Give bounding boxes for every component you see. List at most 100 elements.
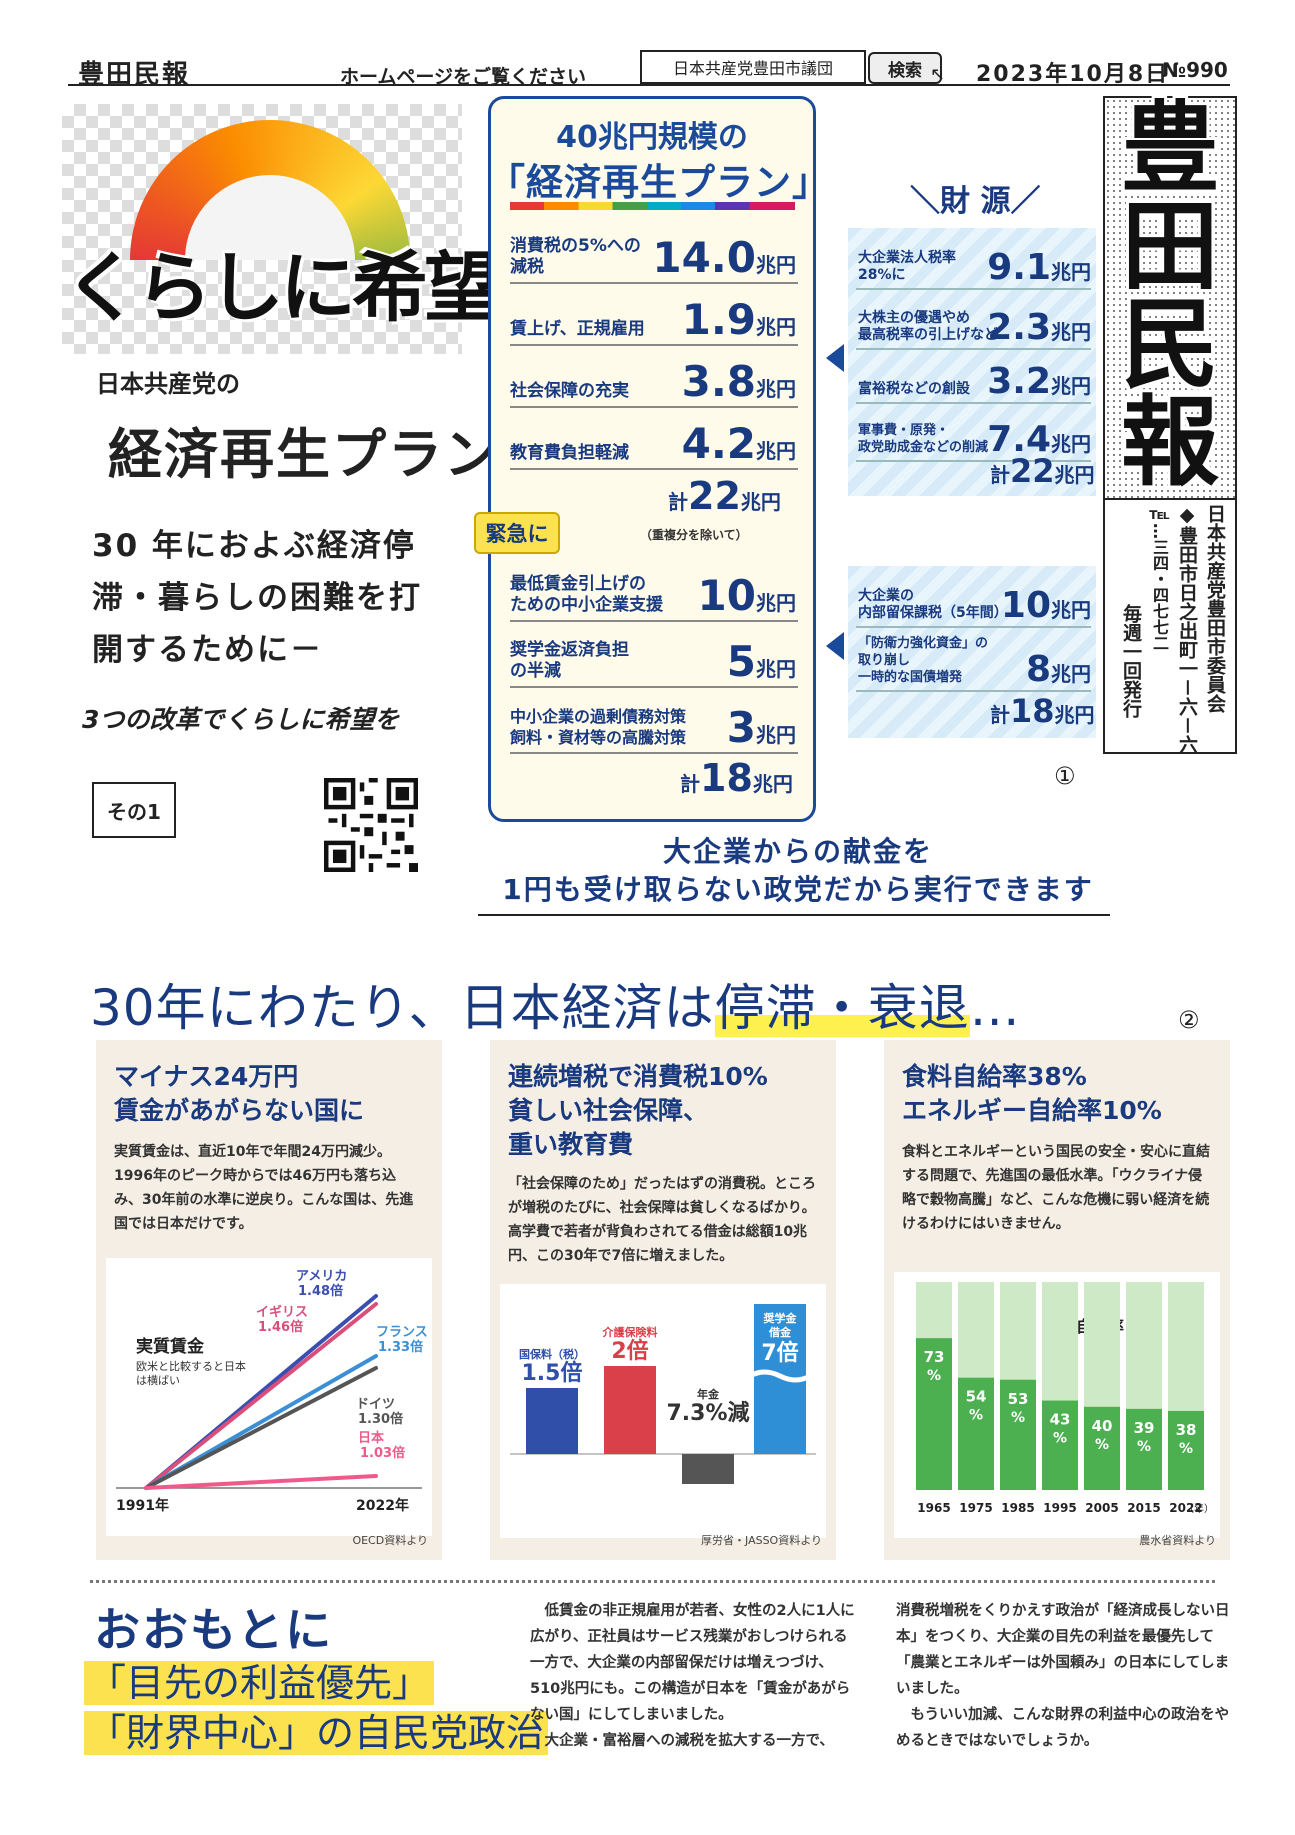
plan-panel-subtitle: 「経済再生プラン」 (488, 161, 830, 204)
x-tick-label: 2015 (1127, 1501, 1160, 1515)
funding-item-label: 大株主の優遇やめ 最高税率の引上げなど (858, 310, 998, 343)
plan-item-amount: 4.2兆円 (681, 419, 796, 468)
card-title: マイナス24万円 賃金があがらない国に (114, 1062, 365, 1125)
masthead-info-line: ◆豊田市日之出町一－六－六 (1176, 504, 1198, 755)
plan-item: 社会保障の充実 3.8兆円 (510, 348, 798, 408)
x-tick-label: 2022 (1169, 1501, 1202, 1515)
search-box[interactable]: 日本共産党豊田市議団 (640, 50, 866, 84)
card-source: OECD資料より (352, 1534, 428, 1547)
bar-4 (1084, 1406, 1120, 1490)
issue-number: №990 (1162, 58, 1228, 82)
card-source: 厚労省・JASSO資料より (701, 1534, 822, 1547)
card-text: 「社会保障のため」だったはずの消費税。ところが増税のたびに、社会保障は貧しくなる… (508, 1176, 816, 1264)
party-name: 日本共産党の (96, 370, 240, 398)
section-marker: ② (1178, 1006, 1200, 1034)
x-tick-label: 1995 (1043, 1501, 1076, 1515)
tagline: 大企業からの献金を (662, 835, 933, 868)
plan-total-note: （重複分を除いて） (640, 528, 748, 542)
value-label: 43 (1050, 1411, 1071, 1429)
masthead-char: 田 (1120, 190, 1219, 304)
bar-1 (958, 1377, 994, 1490)
header-rule (68, 84, 1230, 86)
plan-item-label: 最低賃金引上げの ための中小企業支援 (510, 574, 663, 615)
x-tick-label: 2005 (1085, 1501, 1118, 1515)
headline: くらしに希望を (64, 243, 572, 332)
qr-code-icon[interactable] (324, 778, 418, 872)
plan-panel (488, 96, 816, 822)
category-label: 借金 (768, 1325, 792, 1339)
plan-item: 消費税の5%への 減税 14.0兆円 (510, 220, 798, 284)
search-button[interactable]: 検索 (868, 52, 942, 84)
funding-item: 大企業法人税率 28%に 9.1兆円 (856, 232, 1091, 290)
arrow-left-icon (826, 344, 844, 372)
card-title: 連続増税で消費税10% 貧しい社会保障、 重い教育費 (508, 1062, 768, 1159)
section-title-highlight: 停滞・衰退 (714, 979, 970, 1037)
masthead-info (1103, 496, 1237, 754)
funding-item-label: 大企業法人税率 28%に (858, 250, 956, 283)
value-unit: % (927, 1368, 941, 1384)
plan-item: 賃上げ、正規雇用 1.9兆円 (510, 286, 798, 346)
body-text: 低賃金の非正規雇用が若者、女性の2人に1人に広がり、正社員はサービス残業がおしつ… (530, 1603, 855, 1749)
break-mark (748, 1369, 812, 1383)
chart-title: 実質賃金 (136, 1336, 205, 1357)
value-label: 40 (1092, 1417, 1113, 1435)
plan-item-amount: 5兆円 (726, 637, 796, 686)
masthead-info-line: ℡…三四・四七七二 (1150, 504, 1169, 651)
part-label: その1 (92, 782, 176, 838)
series-name: 日本 (358, 1430, 384, 1446)
urgent-badge: 緊急に (474, 512, 560, 554)
funding-item-label: 軍事費・原発・ 政党助成金などの削減 (858, 423, 989, 455)
series-value: 1.33倍 (378, 1339, 423, 1355)
bottom-title-line: 「目先の利益優先」 (84, 1652, 435, 1707)
bar-0 (916, 1338, 952, 1490)
plan-item-label: 中小企業の過剰債務対策 飼料・資材等の高騰対策 (510, 707, 687, 747)
plan-item-amount: 1.9兆円 (681, 295, 796, 344)
funding-panel (848, 566, 1096, 738)
plan-item-amount: 14.0兆円 (652, 233, 796, 282)
value-label: 2倍 (611, 1338, 648, 1364)
x-tick-label: 1991年 (116, 1497, 169, 1514)
plan-title: 経済再生プラン (108, 423, 500, 486)
info-card-tax: 連続増税で消費税10% 貧しい社会保障、 重い教育費 「社会保障のため」だったはずの… (490, 1040, 836, 1560)
lead-line: 滞・暮らしの困難を打 (92, 580, 422, 616)
lead-text: 30 年におよぶ経済停 滞・暮らしの困難を打 開するために－ (92, 520, 452, 676)
funding-item: 軍事費・原発・ 政党助成金などの削減 7.4兆円 (856, 406, 1091, 462)
plan-item-label: 賃上げ、正規雇用 (510, 319, 645, 339)
issue-date: 2023年10月8日 (976, 62, 1170, 87)
masthead-char: 民 (1120, 288, 1219, 402)
homepage-text: ホームページをご覧ください (340, 66, 587, 88)
value-unit: % (1095, 1437, 1109, 1453)
bar-1 (604, 1366, 656, 1454)
funding-item-label: 富裕税などの創設 (858, 381, 970, 397)
bar-0 (526, 1388, 578, 1454)
info-card-wages: マイナス24万円 賃金があがらない国に 実質賃金は、直近10年で年間24万円減少。… (96, 1040, 442, 1560)
x-tick-label: 1975 (959, 1501, 992, 1515)
funding-item-label: 大企業の 内部留保課税（5年間） (858, 588, 1008, 621)
funding-item: 大企業の 内部留保課税（5年間） 10兆円 (856, 570, 1091, 628)
dotted-divider (90, 1580, 1215, 1583)
funding-item: 大株主の優遇やめ 最高税率の引上げなど 2.3兆円 (856, 292, 1091, 350)
series-value: 1.30倍 (358, 1411, 403, 1427)
card-text: 実質賃金は、直近10年で年間24万円減少。1996年のピーク時からでは46万円も… (114, 1144, 414, 1232)
plan-panel-title: 40兆円規模の (556, 120, 748, 155)
body-text: 消費税増税をくりかえす政治が「経済成長しない日本」をつくり、大企業の目先の利益を… (896, 1603, 1230, 1749)
bottom-title-line: 「財界中心」の自民党政治 (84, 1702, 549, 1757)
series-line-1 (144, 1302, 378, 1490)
funding-item-amount: 2.3兆円 (987, 307, 1091, 348)
value-label: 54 (966, 1388, 987, 1406)
value-label: 39 (1134, 1419, 1155, 1437)
funding-item-amount: 3.2兆円 (987, 361, 1091, 402)
value-label: 7.3%減 (666, 1401, 749, 1426)
x-axis-suffix: （年） (1184, 1502, 1214, 1515)
x-tick-label: 1985 (1001, 1501, 1034, 1515)
plan-item-label: 教育費負担軽減 (510, 443, 629, 463)
funding-item-label: 「防衛力強化資金」の 取り崩し 一時的な国債増発 (858, 636, 989, 685)
funding-total: 計22兆円 (990, 452, 1095, 490)
plan-item-label: 奨学金返済負担 の半減 (510, 640, 629, 681)
value-unit: % (1053, 1431, 1067, 1447)
series-name: ドイツ (356, 1397, 395, 1412)
masthead (1103, 96, 1237, 500)
funding-item-amount: 10兆円 (1000, 585, 1091, 626)
x-tick-label: 2022年 (356, 1497, 409, 1514)
